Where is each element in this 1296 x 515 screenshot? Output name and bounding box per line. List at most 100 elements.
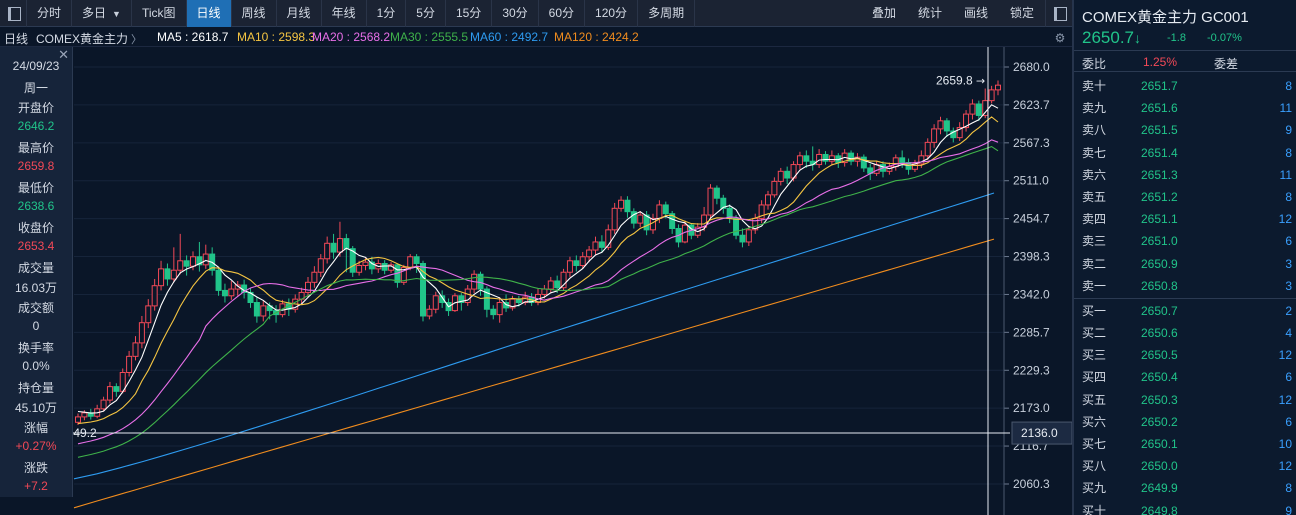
candle-body bbox=[988, 89, 995, 102]
period-tab[interactable]: 周线 bbox=[232, 0, 277, 27]
tool-button[interactable]: 统计 bbox=[917, 6, 942, 20]
candle-body bbox=[190, 256, 196, 267]
ask-row[interactable]: 卖十 2651.7 8 bbox=[1074, 75, 1296, 97]
candle-body bbox=[662, 204, 669, 215]
period-tab[interactable]: 30分 bbox=[492, 0, 539, 27]
candle-body bbox=[969, 103, 976, 115]
period-tab[interactable]: 15分 bbox=[446, 0, 493, 27]
bid-row[interactable]: 买三 2650.5 12 bbox=[1074, 344, 1296, 366]
order-label: 买十 bbox=[1082, 503, 1107, 515]
order-qty: 11 bbox=[1279, 101, 1292, 116]
candle-body bbox=[605, 229, 612, 248]
tool-button[interactable]: 画线 bbox=[963, 6, 988, 20]
bid-row[interactable]: 买七 2650.1 10 bbox=[1074, 433, 1296, 455]
period-tab[interactable]: 1分 bbox=[367, 0, 407, 27]
period-tab[interactable]: 日线 bbox=[186, 0, 232, 27]
panel-toggle-icon[interactable] bbox=[0, 0, 27, 27]
candle-body bbox=[126, 355, 133, 373]
candle-body bbox=[598, 241, 605, 248]
candle-body bbox=[796, 155, 803, 166]
order-label: 买七 bbox=[1082, 437, 1107, 451]
order-label: 买三 bbox=[1082, 348, 1107, 363]
period-tab[interactable]: 多日 ▼ bbox=[72, 0, 132, 27]
period-tab[interactable]: 多周期 bbox=[638, 0, 696, 27]
ask-row[interactable]: 卖八 2651.5 9 bbox=[1074, 119, 1296, 141]
close-icon[interactable]: ✕ bbox=[58, 47, 69, 62]
price-change-pct: -0.07% bbox=[1207, 32, 1242, 44]
y-tick-label: 2398.3 bbox=[1013, 250, 1050, 264]
y-tick-label: 2454.7 bbox=[1013, 212, 1050, 226]
ma-line-ma60 bbox=[73, 192, 995, 480]
period-tab[interactable]: 年线 bbox=[322, 0, 367, 27]
ask-row[interactable]: 卖三 2651.0 6 bbox=[1074, 230, 1296, 252]
y-tick-label: 2567.3 bbox=[1013, 136, 1050, 150]
order-qty: 6 bbox=[1285, 370, 1292, 385]
candle-body bbox=[560, 271, 567, 289]
order-label: 买八 bbox=[1082, 459, 1107, 474]
candle-body bbox=[733, 217, 740, 236]
bid-row[interactable]: 买五 2650.3 12 bbox=[1074, 389, 1296, 411]
candle-body bbox=[490, 308, 497, 316]
candle-body bbox=[618, 199, 625, 209]
candle-body bbox=[956, 127, 963, 139]
order-price: 2651.5 bbox=[1141, 123, 1178, 138]
bid-row[interactable]: 买四 2650.4 6 bbox=[1074, 366, 1296, 388]
ask-row[interactable]: 卖二 2650.9 3 bbox=[1074, 253, 1296, 275]
period-tab[interactable]: 月线 bbox=[277, 0, 322, 27]
ask-row[interactable]: 卖六 2651.3 11 bbox=[1074, 164, 1296, 186]
y-tick-label: 2285.7 bbox=[1013, 325, 1050, 339]
candlestick-chart[interactable]: 2680.0 2623.7 2567.3 2511.0 2454.7 2398.3 2342… bbox=[0, 47, 1072, 515]
candle-body bbox=[381, 262, 388, 271]
info-value: 2653.4 bbox=[17, 239, 55, 253]
bid-row[interactable]: 买九 2649.9 8 bbox=[1074, 477, 1296, 499]
tool-button[interactable]: 锁定 bbox=[1009, 6, 1034, 20]
bid-row[interactable]: 买一 2650.7 2 bbox=[1074, 300, 1296, 322]
legend-contract[interactable]: COMEX黄金主力 bbox=[36, 32, 129, 46]
panel-toggle-icon[interactable] bbox=[1045, 0, 1072, 27]
tool-button[interactable]: 叠加 bbox=[871, 6, 896, 20]
period-toolbar: 分时 多日 ▼ Tick图 日线 周线 月线 年线 1分 5分 15分 30分 60分 120分 多周期 叠… bbox=[0, 0, 1072, 27]
bid-row[interactable]: 买六 2650.2 6 bbox=[1074, 411, 1296, 433]
info-label: 持仓量 bbox=[17, 381, 54, 395]
ask-row[interactable]: 卖一 2650.8 3 bbox=[1074, 275, 1296, 297]
info-value: 2659.8 bbox=[17, 159, 55, 173]
candle-body bbox=[356, 265, 363, 273]
period-tab[interactable]: 120分 bbox=[585, 0, 639, 27]
info-value: +7.2 bbox=[24, 479, 48, 493]
order-price: 2649.8 bbox=[1141, 503, 1178, 515]
candle-body bbox=[771, 180, 778, 196]
period-tab[interactable]: 5分 bbox=[406, 0, 446, 27]
period-tab[interactable]: Tick图 bbox=[132, 0, 187, 27]
gear-icon[interactable]: ⚙ bbox=[1054, 31, 1066, 45]
candle-body bbox=[145, 305, 152, 324]
candle-body bbox=[656, 204, 663, 219]
order-price: 2650.1 bbox=[1141, 437, 1178, 451]
ask-row[interactable]: 卖九 2651.6 11 bbox=[1074, 97, 1296, 119]
candle-body bbox=[260, 305, 267, 317]
candle-body bbox=[177, 260, 184, 271]
period-tab[interactable]: 分时 bbox=[27, 0, 73, 27]
chevron-down-icon[interactable]: 〉 bbox=[131, 34, 142, 46]
bid-row[interactable]: 买二 2650.6 4 bbox=[1074, 322, 1296, 344]
bid-row[interactable]: 买十 2649.8 9 bbox=[1074, 500, 1296, 515]
ma-legend-item: MA30 : 2555.5 bbox=[390, 30, 469, 44]
ask-row[interactable]: 卖七 2651.4 8 bbox=[1074, 142, 1296, 164]
bid-row[interactable]: 买八 2650.0 12 bbox=[1074, 455, 1296, 477]
order-price: 2650.0 bbox=[1141, 459, 1178, 474]
candle-body bbox=[848, 152, 855, 162]
order-label: 卖十 bbox=[1082, 79, 1107, 93]
candle-body bbox=[439, 295, 446, 304]
candle-body bbox=[963, 113, 970, 129]
order-qty: 10 bbox=[1278, 437, 1292, 451]
candle-body bbox=[324, 242, 331, 260]
period-tab[interactable]: 60分 bbox=[539, 0, 586, 27]
price-change: -1.8 bbox=[1167, 32, 1186, 44]
order-qty: 9 bbox=[1285, 503, 1292, 515]
high-price-label: 2659.8 bbox=[936, 74, 973, 88]
ask-row[interactable]: 卖五 2651.2 8 bbox=[1074, 186, 1296, 208]
order-price: 2650.2 bbox=[1141, 414, 1178, 429]
ask-row[interactable]: 卖四 2651.1 12 bbox=[1074, 208, 1296, 230]
order-price: 2650.5 bbox=[1141, 348, 1178, 363]
info-value: 16.03万 bbox=[14, 281, 58, 295]
legend-period: 日线 bbox=[4, 32, 29, 46]
